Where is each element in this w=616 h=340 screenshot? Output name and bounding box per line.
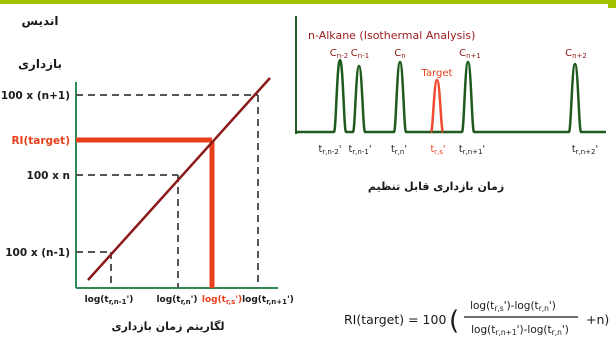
chromatogram-x-axis-title: زمان بازداری قابل تنظیم — [368, 180, 504, 193]
time-label-n: tr,n' — [391, 144, 407, 156]
time-label-n-minus-2: tr,n-2' — [319, 144, 342, 156]
time-label-n-plus-2: tr,n+2' — [572, 144, 598, 156]
time-label-target: tr,s' — [430, 144, 445, 156]
formula-open-paren: ( — [449, 306, 459, 336]
chromatogram-title: n-Alkane (Isothermal Analysis) — [308, 29, 475, 42]
formula-lhs: RI(target) = 100 — [344, 312, 446, 327]
left-plot — [75, 77, 278, 289]
peak-label-n: Cn — [394, 48, 405, 60]
y-tick-n: 100 x n — [27, 170, 70, 182]
chromatogram-trace — [296, 58, 606, 134]
retention-index-line — [87, 77, 271, 281]
header-title: اندیس — [21, 14, 58, 28]
chromatogram — [295, 16, 606, 134]
peak-label-n-plus-1: Cn+1 — [459, 48, 481, 60]
x-tick-log-target: log(tr,s') — [202, 295, 242, 306]
time-label-n-minus-1: tr,n-1' — [349, 144, 372, 156]
y-tick-n-plus-1: 100 x (n+1) — [1, 90, 70, 102]
y-tick-ri-target: RI(target) — [11, 135, 70, 147]
peak-label-n-minus-2: Cn-2 — [330, 48, 348, 60]
accent-bar — [0, 0, 616, 4]
formula-denominator: log(tr,n+1')-log(tr,n') — [471, 324, 569, 337]
target-peak — [429, 78, 445, 134]
formula-plus-n: +n) — [586, 312, 609, 327]
formula-numerator: log(tr,s')-log(tr,n') — [470, 300, 556, 313]
target-peak-label: Target — [421, 68, 453, 79]
peak-label-n-plus-2: Cn+2 — [565, 48, 587, 60]
retention-index-formula: RI(target) = 100 ( log(tr,s')-log(tr,n')… — [344, 300, 609, 337]
x-tick-log-n: log(tr,n') — [156, 295, 197, 306]
y-tick-n-minus-1: 100 x (n-1) — [5, 247, 70, 259]
left-x-axis-title: لگاریتم زمان بازداری — [112, 320, 225, 333]
accent-bar-corner — [608, 0, 616, 8]
x-tick-log-n-minus-1: log(tr,n-1') — [85, 295, 134, 306]
time-label-n-plus-1: tr,n+1' — [459, 144, 485, 156]
left-y-axis-title: بازداری — [18, 57, 62, 71]
peak-label-n-minus-1: Cn-1 — [351, 48, 369, 60]
x-tick-log-n-plus-1: log(tr,n+1') — [242, 295, 294, 306]
